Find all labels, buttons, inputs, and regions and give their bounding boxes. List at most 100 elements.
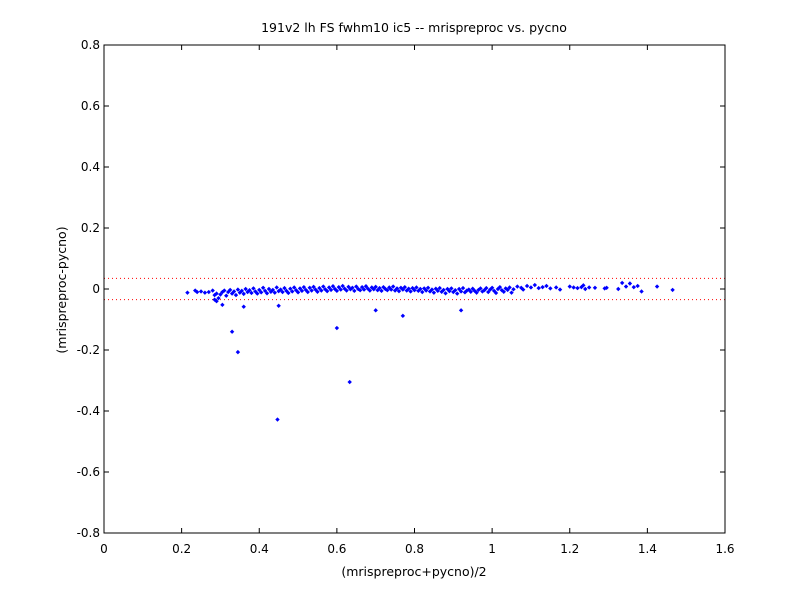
data-point xyxy=(447,288,452,294)
data-point xyxy=(458,289,464,294)
data-point xyxy=(280,289,285,295)
x-tick-label: 1.4 xyxy=(638,542,657,556)
data-point xyxy=(489,285,495,290)
data-point xyxy=(400,313,406,319)
x-axis-ticks: 0 0.2 0.4 0.6 0.8 1 1.2 1.4 1.6 xyxy=(100,45,735,556)
data-point xyxy=(454,291,460,296)
data-point xyxy=(515,284,520,289)
data-point xyxy=(251,286,256,291)
data-point xyxy=(291,285,297,290)
data-point xyxy=(212,297,217,302)
data-point xyxy=(206,289,211,295)
data-point xyxy=(484,285,489,291)
data-point xyxy=(373,284,378,290)
x-tick-label: 0 xyxy=(100,542,108,556)
data-point xyxy=(429,287,435,292)
data-point xyxy=(235,287,241,292)
x-tick-label: 1 xyxy=(488,542,496,556)
data-point xyxy=(583,286,588,292)
data-point xyxy=(670,287,675,293)
data-point xyxy=(389,287,394,292)
data-point xyxy=(270,287,276,293)
data-point xyxy=(623,284,629,289)
data-point xyxy=(592,285,598,290)
data-point xyxy=(406,286,411,291)
y-tick-label: -0.8 xyxy=(77,526,100,540)
data-point xyxy=(344,288,349,293)
data-point xyxy=(249,290,254,296)
data-point xyxy=(520,287,526,292)
data-point xyxy=(216,295,221,301)
data-point xyxy=(328,287,334,293)
data-point xyxy=(340,283,345,289)
data-point xyxy=(586,285,592,290)
data-point xyxy=(532,282,538,288)
data-point xyxy=(474,290,479,295)
data-point xyxy=(229,329,235,334)
data-point xyxy=(315,289,320,294)
data-point xyxy=(367,288,373,293)
data-point xyxy=(497,284,503,290)
data-point xyxy=(282,285,287,291)
data-point xyxy=(571,285,576,290)
data-point xyxy=(493,290,499,296)
data-point xyxy=(511,287,516,292)
data-point xyxy=(275,417,280,422)
data-point xyxy=(443,291,448,296)
data-point xyxy=(222,288,227,293)
data-point xyxy=(357,288,363,293)
data-point xyxy=(260,285,266,290)
data-point xyxy=(235,349,241,355)
data-point xyxy=(220,302,225,308)
data-point xyxy=(524,283,530,289)
data-point xyxy=(295,290,301,295)
data-point xyxy=(396,288,402,294)
data-point xyxy=(347,379,352,385)
data-point xyxy=(258,290,264,295)
data-point xyxy=(377,285,382,291)
data-point xyxy=(290,289,295,294)
data-point xyxy=(241,291,246,297)
data-point xyxy=(227,287,233,293)
data-point xyxy=(309,288,314,293)
data-point xyxy=(299,288,305,294)
data-point xyxy=(352,288,357,294)
data-point xyxy=(274,285,279,290)
data-point xyxy=(412,288,417,293)
data-point xyxy=(579,284,584,290)
y-tick-label: -0.2 xyxy=(77,343,100,357)
data-point xyxy=(544,283,549,289)
y-tick-label: 0.4 xyxy=(81,160,100,174)
data-point xyxy=(231,289,237,294)
data-point xyxy=(536,285,541,291)
data-point xyxy=(202,290,208,295)
x-tick-label: 0.2 xyxy=(172,542,191,556)
data-point xyxy=(241,304,246,309)
data-point xyxy=(272,290,277,295)
data-point xyxy=(414,285,419,290)
data-point xyxy=(528,285,534,290)
data-point xyxy=(567,284,572,289)
data-point xyxy=(581,283,586,288)
data-point xyxy=(458,308,464,313)
data-point xyxy=(425,285,431,290)
data-point xyxy=(654,284,660,289)
x-tick-label: 0.4 xyxy=(250,542,269,556)
data-point xyxy=(394,286,400,291)
data-point xyxy=(311,284,316,290)
data-point xyxy=(288,286,293,291)
y-tick-label: -0.6 xyxy=(77,465,100,479)
data-point xyxy=(194,289,200,295)
y-tick-label: 0.8 xyxy=(81,38,100,52)
data-point xyxy=(449,286,454,291)
data-point xyxy=(185,290,190,295)
data-point xyxy=(501,289,506,294)
y-tick-label: 0.2 xyxy=(81,221,100,235)
data-point xyxy=(418,286,423,292)
data-point xyxy=(361,287,367,292)
data-point xyxy=(276,303,281,308)
data-point xyxy=(385,288,390,293)
data-point xyxy=(619,280,625,286)
data-point xyxy=(509,290,514,295)
data-point xyxy=(224,293,229,298)
